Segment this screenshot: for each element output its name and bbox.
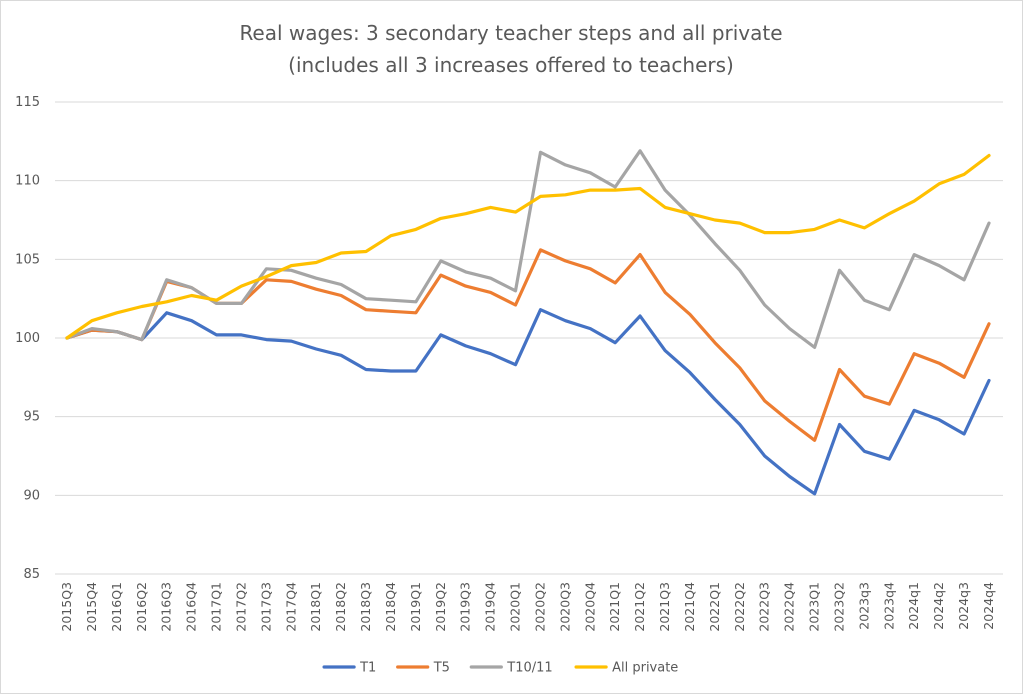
x-axis-ticks: 2015Q3 2015Q4 2016Q1 2016Q2 2016Q3 2016Q4 2017… xyxy=(59,582,996,632)
x-tick-label: 2021Q1 xyxy=(607,582,622,632)
y-tick-label: 110 xyxy=(15,174,40,189)
x-tick-label: 2023q4 xyxy=(881,582,896,630)
legend: T1 T5 T10/11 All private xyxy=(322,661,678,676)
x-tick-label: 2019Q3 xyxy=(458,582,473,632)
y-tick-label: 90 xyxy=(23,488,40,503)
x-tick-label: 2017Q4 xyxy=(283,582,298,632)
y-tick-label: 105 xyxy=(15,252,40,267)
x-tick-label: 2018Q4 xyxy=(383,582,398,632)
x-tick-label: 2023Q2 xyxy=(831,582,846,632)
x-tick-label: 2020Q1 xyxy=(508,582,523,632)
x-tick-label: 2019Q1 xyxy=(408,582,423,632)
x-tick-label: 2024q4 xyxy=(981,582,996,630)
y-tick-label: 85 xyxy=(23,567,40,582)
chart-title: Real wages: 3 secondary teacher steps an… xyxy=(239,21,782,45)
x-tick-label: 2018Q2 xyxy=(333,582,348,632)
x-tick-label: 2020Q4 xyxy=(582,582,597,632)
y-axis-ticks: 85 90 95 100 105 110 115 xyxy=(15,95,40,582)
x-tick-label: 2022Q2 xyxy=(732,582,747,632)
legend-label-all-private: All private xyxy=(612,661,678,676)
x-tick-label: 2019Q4 xyxy=(483,582,498,632)
series-line-all-private xyxy=(65,153,991,340)
y-tick-label: 95 xyxy=(23,410,40,425)
y-tick-label: 100 xyxy=(15,331,40,346)
x-tick-label: 2022Q1 xyxy=(707,582,722,632)
x-tick-label: 2021Q4 xyxy=(682,582,697,632)
x-tick-label: 2016Q2 xyxy=(134,582,149,632)
series-line-t10-11 xyxy=(65,149,991,349)
x-tick-label: 2021Q3 xyxy=(657,582,672,632)
x-tick-label: 2015Q4 xyxy=(84,582,99,632)
x-tick-label: 2016Q3 xyxy=(159,582,174,632)
x-tick-label: 2022Q4 xyxy=(782,582,797,632)
x-tick-label: 2022Q3 xyxy=(757,582,772,632)
x-tick-label: 2017Q2 xyxy=(233,582,248,632)
x-tick-label: 2017Q1 xyxy=(209,582,224,632)
x-tick-label: 2018Q3 xyxy=(358,582,373,632)
x-tick-label: 2016Q4 xyxy=(184,582,199,632)
x-tick-label: 2015Q3 xyxy=(59,582,74,632)
y-tick-label: 115 xyxy=(15,95,40,110)
legend-label-t5: T5 xyxy=(433,661,450,676)
x-tick-label: 2023Q1 xyxy=(807,582,822,632)
gridlines xyxy=(55,101,1003,575)
x-tick-label: 2019Q2 xyxy=(433,582,448,632)
x-tick-label: 2024q1 xyxy=(906,582,921,630)
x-tick-label: 2016Q1 xyxy=(109,582,124,632)
legend-label-t10-11: T10/11 xyxy=(506,661,552,676)
legend-label-t1: T1 xyxy=(359,661,376,676)
x-tick-label: 2024q2 xyxy=(931,582,946,630)
chart-subtitle: (includes all 3 increases offered to tea… xyxy=(288,53,734,77)
series-line-t1 xyxy=(65,308,991,496)
x-tick-label: 2024q3 xyxy=(956,582,971,630)
x-tick-label: 2021Q2 xyxy=(632,582,647,632)
series-lines xyxy=(65,149,991,496)
x-tick-label: 2017Q3 xyxy=(258,582,273,632)
x-tick-label: 2020Q3 xyxy=(557,582,572,632)
x-tick-label: 2018Q1 xyxy=(308,582,323,632)
x-tick-label: 2020Q2 xyxy=(532,582,547,632)
x-tick-label: 2023q3 xyxy=(856,582,871,630)
series-line-t5 xyxy=(65,248,991,442)
